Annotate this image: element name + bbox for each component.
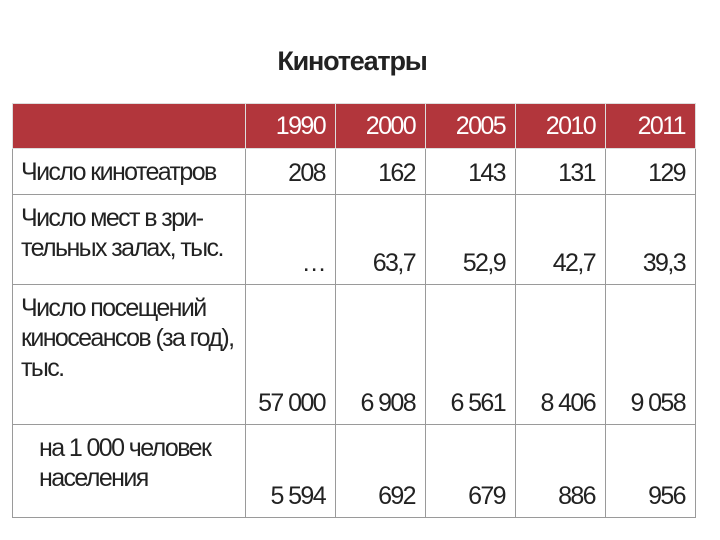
label-line: Число посещений — [21, 294, 207, 322]
label-line: на 1 000 человек — [39, 434, 212, 462]
row-label: Число кинотеатров — [12, 148, 246, 195]
header-row: 1990 2000 2005 2010 2011 — [12, 103, 696, 149]
row: Число кинотеатров 208 162 143 131 129 — [12, 148, 696, 195]
label-line: Число кинотеатров — [21, 158, 217, 186]
cell: 9 058 — [605, 284, 696, 425]
row: Число мест в зри-тельных залах, тыс.… 63,… — [12, 194, 696, 285]
column-header: 2000 — [335, 103, 426, 149]
cell: 131 — [515, 148, 606, 195]
cell: 5 594 — [245, 424, 336, 518]
cell: 886 — [515, 424, 606, 518]
label-line: киносеансов (за год), — [21, 324, 235, 352]
cell: 162 — [335, 148, 426, 195]
row: на 1 000 человек населения 5 594 692 679 886 9… — [12, 424, 696, 518]
cell: 63,7 — [335, 194, 426, 285]
label-line: тельных залах, тыс. — [21, 234, 224, 262]
header-cell — [12, 103, 246, 149]
cell: 208 — [245, 148, 336, 195]
column-header: 2010 — [515, 103, 606, 149]
cell: 956 — [605, 424, 696, 518]
column-header: 2011 — [605, 103, 696, 149]
label-line: населения — [39, 464, 149, 492]
cell: 39,3 — [605, 194, 696, 285]
row-label: Число мест в зри-тельных залах, тыс. — [12, 194, 246, 285]
label-line: тыс. — [21, 354, 65, 382]
table-body: 1990 2000 2005 2010 2011 Число кинотеатров 20… — [12, 103, 696, 518]
cell: 143 — [425, 148, 516, 195]
cell: … — [245, 194, 336, 285]
cell: 6 561 — [425, 284, 516, 425]
label-line: Число мест в зри- — [21, 204, 204, 232]
cell: 42,7 — [515, 194, 606, 285]
cell: 8 406 — [515, 284, 606, 425]
cell: 6 908 — [335, 284, 426, 425]
column-header: 1990 — [245, 103, 336, 149]
row-label: Число посещений киносеансов (за год), тыс. — [12, 284, 246, 425]
cell: 52,9 — [425, 194, 516, 285]
cell: 692 — [335, 424, 426, 518]
cell: 679 — [425, 424, 516, 518]
table: 1990 2000 2005 2010 2011 Число кинотеатров 20… — [12, 103, 696, 518]
row: Число посещений киносеансов (за год), тыс.… — [12, 284, 696, 425]
row-label: на 1 000 человек населения — [12, 424, 246, 518]
column-header: 2005 — [425, 103, 516, 149]
cell: 129 — [605, 148, 696, 195]
cell: 57 000 — [245, 284, 336, 425]
title: Кинотеатры — [277, 46, 427, 76]
